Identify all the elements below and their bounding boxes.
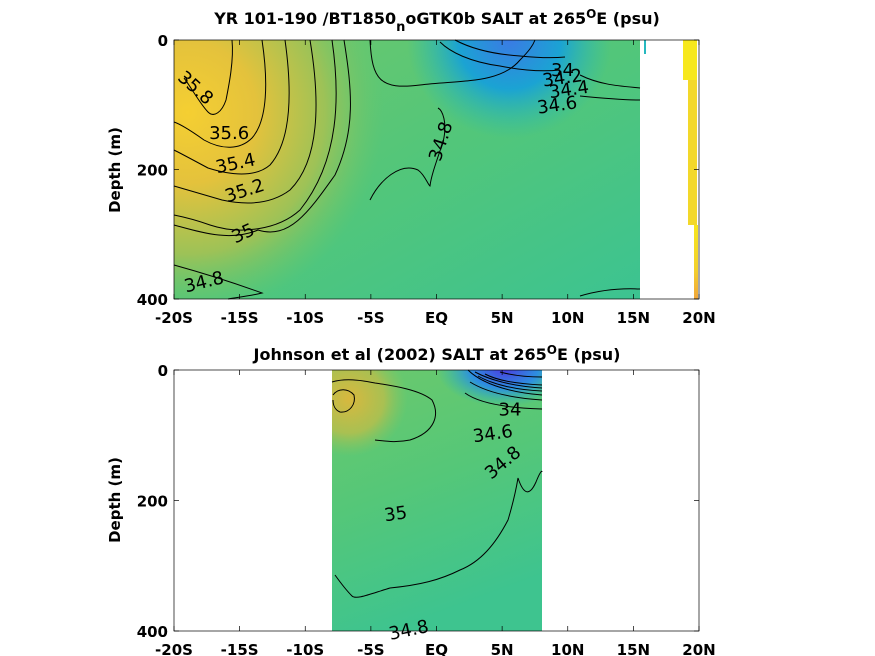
panel-bottom-contours bbox=[331, 369, 543, 598]
y-tick-label: 200 bbox=[137, 162, 168, 180]
contour-line bbox=[332, 389, 355, 413]
salinity-strip-east-bottom bbox=[694, 225, 698, 299]
x-tick-label: 20N bbox=[682, 641, 715, 656]
x-tick-label: -5S bbox=[357, 309, 384, 327]
salinity-field-fresh bbox=[332, 370, 542, 631]
title-tail: E (psu) bbox=[557, 345, 621, 364]
contour-line bbox=[579, 74, 641, 89]
x-tick-label: EQ bbox=[425, 641, 448, 656]
salinity-field-fresh bbox=[174, 40, 640, 299]
x-tick-label: -5S bbox=[357, 641, 384, 656]
salinity-strip-east bbox=[683, 40, 697, 80]
title-superscript: O bbox=[547, 343, 557, 357]
panel-top-fill bbox=[174, 40, 698, 299]
y-tick-label: 0 bbox=[158, 32, 168, 50]
title-superscript: O bbox=[586, 7, 596, 21]
chart-title: Johnson et al (2002) SALT at 265OE (psu) bbox=[253, 343, 621, 364]
panel-top-xticks: -20S -15S -10S -5S EQ 5N 10N 15N 20N bbox=[155, 40, 716, 327]
title-subscript: n bbox=[396, 20, 405, 35]
x-tick-label: -20S bbox=[155, 641, 193, 656]
contour-line bbox=[474, 371, 543, 389]
contour-line bbox=[439, 41, 561, 72]
y-tick-label: 200 bbox=[137, 493, 168, 511]
contour-line bbox=[467, 369, 543, 396]
panel-bottom-fill bbox=[332, 370, 542, 631]
panel-bottom-yticks: 0 200 400 bbox=[137, 362, 699, 641]
x-tick-label: 10N bbox=[551, 641, 584, 656]
panel-top-yticks: 0 200 400 bbox=[137, 32, 699, 309]
contour-line bbox=[173, 39, 337, 231]
contour-line bbox=[579, 288, 641, 297]
contour-line bbox=[173, 39, 290, 175]
x-tick-label: 5N bbox=[491, 309, 514, 327]
x-tick-label: -15S bbox=[221, 641, 259, 656]
x-tick-label: EQ bbox=[425, 309, 448, 327]
y-tick-label: 400 bbox=[137, 291, 168, 309]
contour-line bbox=[464, 392, 543, 410]
x-tick-label: 15N bbox=[617, 309, 650, 327]
contour-line bbox=[469, 381, 543, 401]
x-tick-label: -10S bbox=[286, 309, 324, 327]
x-tick-label: 10N bbox=[551, 309, 584, 327]
x-tick-label: -10S bbox=[286, 641, 324, 656]
x-tick-label: -20S bbox=[155, 309, 193, 327]
contour-line bbox=[477, 375, 543, 392]
contour-label: 35.6 bbox=[209, 123, 249, 144]
x-tick-label: -15S bbox=[221, 309, 259, 327]
salinity-coastal-strip bbox=[644, 40, 646, 54]
y-tick-label: 0 bbox=[158, 362, 168, 380]
x-tick-label: 15N bbox=[617, 641, 650, 656]
y-tick-label: 400 bbox=[137, 623, 168, 641]
contour-line bbox=[369, 107, 446, 201]
x-tick-label: 20N bbox=[682, 309, 715, 327]
contour-line bbox=[173, 39, 317, 204]
contour-line bbox=[484, 373, 543, 386]
contour-line bbox=[183, 39, 233, 115]
x-tick-label: 5N bbox=[491, 641, 514, 656]
contour-line bbox=[499, 371, 543, 378]
contour-label: 34 bbox=[499, 399, 522, 420]
chart-title: YR 101-190 /BT1850noGTK0b SALT at 265OE … bbox=[213, 7, 660, 35]
contour-line bbox=[369, 39, 536, 87]
title-tail: E (psu) bbox=[596, 9, 660, 28]
title-rest: oGTK0b SALT at 265 bbox=[405, 9, 586, 28]
contour-line bbox=[334, 470, 543, 598]
panel-top: 35.835.635.435.23534.834.83434.234.434.6… bbox=[106, 7, 716, 327]
contour-line bbox=[331, 379, 436, 443]
y-axis-label: Depth (m) bbox=[106, 127, 124, 213]
contour-line bbox=[579, 95, 641, 101]
title-main: YR 101-190 /BT1850 bbox=[213, 9, 396, 28]
panel-bottom-xticks: -20S -15S -10S -5S EQ 5N 10N 15N 20N bbox=[155, 370, 716, 656]
contour-line bbox=[173, 39, 351, 237]
contour-line bbox=[454, 39, 566, 59]
contour-label: 34 bbox=[551, 60, 574, 81]
title-main: Johnson et al (2002) SALT at 265 bbox=[253, 345, 547, 364]
contour-line bbox=[173, 39, 267, 148]
contour-label: 35 bbox=[383, 502, 409, 526]
salinity-strip-east-lower bbox=[688, 80, 697, 225]
y-axis-label: Depth (m) bbox=[106, 457, 124, 543]
